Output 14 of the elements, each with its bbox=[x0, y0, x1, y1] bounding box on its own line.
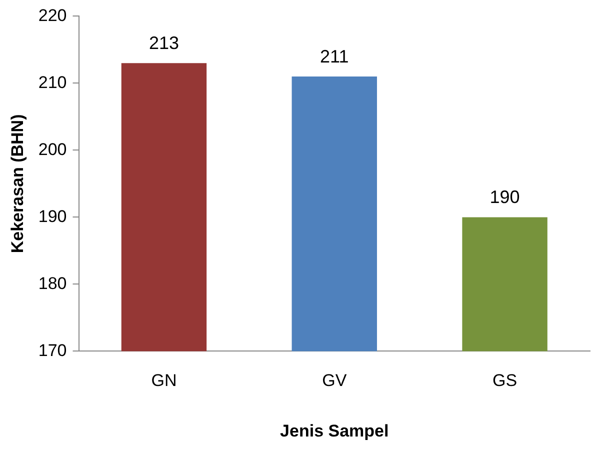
x-tick-label: GS bbox=[492, 371, 518, 390]
y-tick-label: 200 bbox=[38, 140, 67, 159]
data-label: 190 bbox=[490, 187, 520, 208]
x-axis-title: Jenis Sampel bbox=[280, 421, 389, 440]
y-tick-label: 220 bbox=[38, 6, 67, 25]
y-tick-label: 180 bbox=[38, 274, 67, 293]
y-axis-title: Kekerasan (BHN) bbox=[8, 114, 27, 254]
y-tick-label: 210 bbox=[38, 72, 67, 92]
data-label: 211 bbox=[320, 46, 349, 66]
y-tick-label: 190 bbox=[38, 206, 67, 226]
x-tick-label: GN bbox=[151, 371, 177, 390]
y-tick-label: 170 bbox=[38, 340, 67, 360]
data-label: 213 bbox=[148, 33, 179, 54]
x-tick-label: GV bbox=[322, 371, 348, 390]
